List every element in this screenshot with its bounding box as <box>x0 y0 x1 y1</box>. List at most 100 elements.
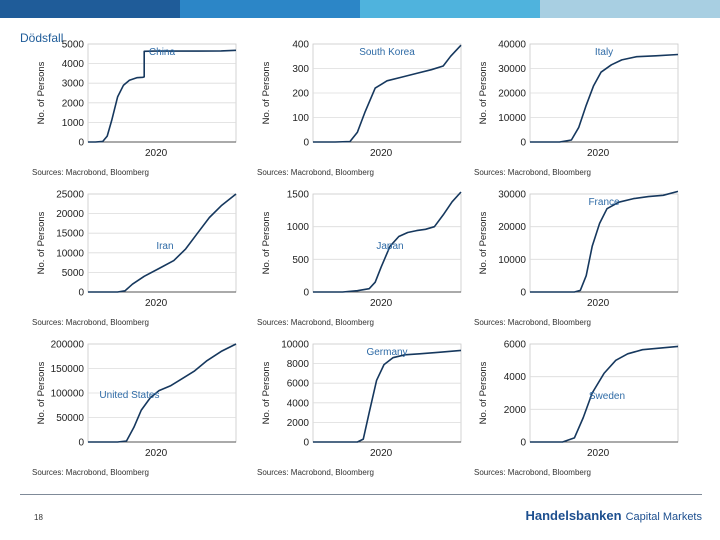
chart-panel: 0 10000 20000 30000 No. of Persons 2020 Source… <box>474 190 679 327</box>
x-tick-label: 2020 <box>587 298 610 309</box>
x-tick-label: 2020 <box>145 148 168 159</box>
y-tick-label: 200 <box>292 89 309 100</box>
page-title: Dödsfall <box>20 31 64 45</box>
y-tick-label: 25000 <box>56 190 84 201</box>
y-tick-label: 6000 <box>287 379 310 390</box>
source-note: Sources: Macrobond, Bloomberg <box>474 468 591 477</box>
top-color-bar <box>0 0 720 18</box>
y-tick-label: 2000 <box>504 405 527 416</box>
y-tick-label: 8000 <box>287 359 310 370</box>
y-tick-label: 15000 <box>56 229 84 240</box>
source-note: Sources: Macrobond, Bloomberg <box>257 318 374 327</box>
series-label: South Korea <box>359 47 415 58</box>
series-label: France <box>588 197 620 208</box>
y-tick-label: 5000 <box>62 268 85 279</box>
y-tick-label: 30000 <box>498 64 526 75</box>
series-line <box>313 44 462 143</box>
y-tick-label: 2000 <box>62 98 85 109</box>
y-tick-label: 0 <box>520 288 526 299</box>
footer-divider <box>20 494 702 495</box>
y-tick-label: 20000 <box>56 209 84 220</box>
y-tick-label: 4000 <box>287 398 310 409</box>
plot-area <box>312 193 462 293</box>
y-tick-label: 0 <box>78 288 84 299</box>
y-axis-label: No. of Persons <box>478 361 489 424</box>
chart-panel: 0 100 200 300 400 No. of Persons 2020 Sources: … <box>257 40 462 177</box>
y-tick-label: 3000 <box>62 79 85 90</box>
brand-logo: Handelsbanken Capital Markets <box>525 508 702 523</box>
y-tick-label: 40000 <box>498 40 526 51</box>
y-axis-label: No. of Persons <box>478 211 489 274</box>
y-tick-label: 30000 <box>498 190 526 201</box>
series-line <box>530 190 679 293</box>
top-bar-segment <box>360 0 540 18</box>
series-label: United States <box>99 390 159 401</box>
y-axis-label: No. of Persons <box>261 361 272 424</box>
y-tick-label: 1000 <box>287 222 310 233</box>
series-line <box>88 343 237 443</box>
series-line <box>530 345 679 443</box>
plot-area <box>312 343 462 443</box>
y-tick-label: 10000 <box>498 255 526 266</box>
y-tick-label: 2000 <box>287 418 310 429</box>
y-tick-label: 0 <box>303 288 309 299</box>
y-axis-label: No. of Persons <box>261 61 272 124</box>
x-tick-label: 2020 <box>145 298 168 309</box>
series-line <box>88 49 237 143</box>
y-tick-label: 6000 <box>504 340 527 351</box>
chart-panel: 0 2000 4000 6000 8000 10000 No. of Persons 2020… <box>257 340 462 477</box>
y-axis-label: No. of Persons <box>36 61 47 124</box>
y-tick-label: 10000 <box>281 340 309 351</box>
source-note: Sources: Macrobond, Bloomberg <box>257 468 374 477</box>
source-note: Sources: Macrobond, Bloomberg <box>32 318 149 327</box>
source-note: Sources: Macrobond, Bloomberg <box>257 168 374 177</box>
x-tick-label: 2020 <box>145 448 168 459</box>
y-tick-label: 300 <box>292 64 309 75</box>
y-axis-label: No. of Persons <box>36 361 47 424</box>
chart-panel: 0 5000 10000 15000 20000 25000 No. of Persons 2… <box>32 190 237 327</box>
y-tick-label: 150000 <box>51 364 85 375</box>
brand-name: Handelsbanken <box>525 508 622 523</box>
x-tick-label: 2020 <box>587 448 610 459</box>
y-tick-label: 10000 <box>498 113 526 124</box>
y-tick-label: 200000 <box>51 340 85 351</box>
y-tick-label: 4000 <box>62 59 85 70</box>
top-bar-segment <box>180 0 360 18</box>
chart-panel: 0 2000 4000 6000 No. of Persons 2020 Sources: … <box>474 340 679 477</box>
y-tick-label: 100000 <box>51 389 85 400</box>
chart-panel: 0 500 1000 1500 No. of Persons 2020 Sources: M… <box>257 190 462 327</box>
series-label: Iran <box>156 241 173 252</box>
x-tick-label: 2020 <box>370 448 393 459</box>
brand-suffix: Capital Markets <box>625 511 702 523</box>
chart-panel: 0 10000 20000 30000 40000 No. of Persons 2020 S… <box>474 40 679 177</box>
y-axis-label: No. of Persons <box>36 211 47 274</box>
y-tick-label: 4000 <box>504 372 527 383</box>
source-note: Sources: Macrobond, Bloomberg <box>32 168 149 177</box>
y-tick-label: 0 <box>303 138 309 149</box>
series-label: Sweden <box>589 391 625 402</box>
plot-area <box>529 343 679 443</box>
series-label: China <box>149 47 176 58</box>
chart-panel: 0 1000 2000 3000 4000 5000 No. of Persons 2020 S… <box>32 40 237 177</box>
series-line <box>88 193 237 293</box>
series-label: Germany <box>366 347 407 358</box>
series-line <box>313 191 462 293</box>
series-line <box>313 349 462 443</box>
y-tick-label: 500 <box>292 255 309 266</box>
y-tick-label: 100 <box>292 113 309 124</box>
x-tick-label: 2020 <box>370 148 393 159</box>
source-note: Sources: Macrobond, Bloomberg <box>474 318 591 327</box>
y-tick-label: 0 <box>78 138 84 149</box>
y-tick-label: 1000 <box>62 118 85 129</box>
source-note: Sources: Macrobond, Bloomberg <box>474 168 591 177</box>
y-tick-label: 0 <box>78 438 84 449</box>
source-note: Sources: Macrobond, Bloomberg <box>32 468 149 477</box>
y-tick-label: 20000 <box>498 222 526 233</box>
y-axis-label: No. of Persons <box>478 61 489 124</box>
y-tick-label: 5000 <box>62 40 85 51</box>
y-tick-label: 10000 <box>56 248 84 259</box>
series-label: Italy <box>595 47 613 58</box>
series-label: Japan <box>376 241 403 252</box>
y-tick-label: 0 <box>520 438 526 449</box>
y-axis-label: No. of Persons <box>261 211 272 274</box>
